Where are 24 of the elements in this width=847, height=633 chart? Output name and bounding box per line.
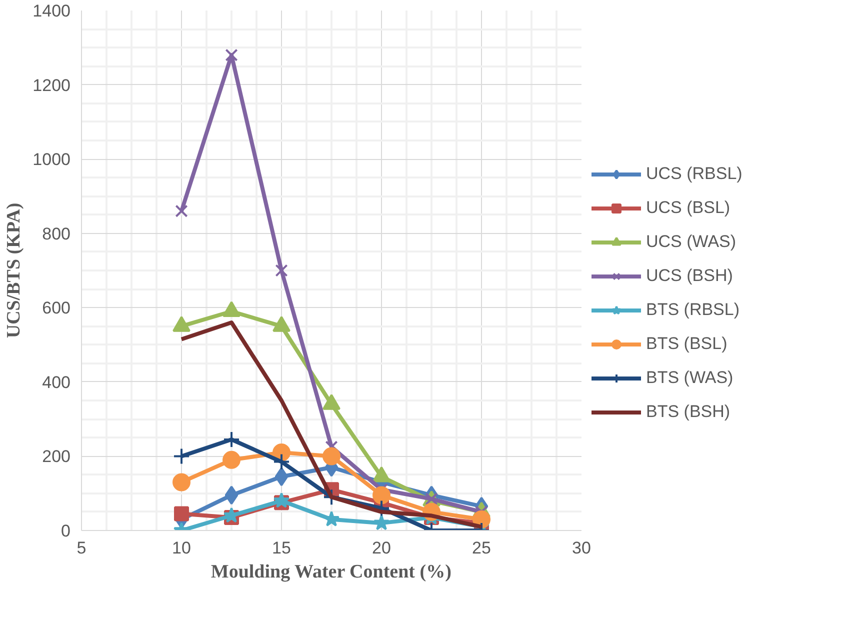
- y-tick-label: 1000: [32, 150, 71, 170]
- x-tick-label: 20: [372, 538, 391, 558]
- legend-label: UCS (WAS): [646, 232, 736, 252]
- legend-label: BTS (BSL): [646, 334, 728, 354]
- x-tick-label: 5: [76, 538, 86, 558]
- y-tick-label: 1400: [32, 2, 71, 20]
- y-axis-title: UCS/BTS (KPA): [4, 202, 25, 338]
- y-tick-label: 200: [42, 447, 71, 466]
- legend-label: BTS (WAS): [646, 368, 734, 388]
- y-tick-label: 0: [61, 522, 71, 540]
- x-tick-label: 15: [272, 538, 291, 558]
- legend-label: BTS (RBSL): [646, 300, 740, 320]
- y-tick-label: 400: [42, 372, 71, 392]
- legend-label: UCS (RBSL): [646, 164, 742, 184]
- y-tick-label: 1200: [32, 76, 71, 95]
- x-tick-label: 30: [572, 538, 591, 558]
- x-axis-title: Moulding Water Content (%): [210, 562, 452, 582]
- legend-label: BTS (BSH): [646, 402, 730, 422]
- y-tick-label: 800: [42, 224, 71, 244]
- legend-label: UCS (BSL): [646, 198, 730, 218]
- x-tick-label: 10: [172, 538, 191, 558]
- x-tick-label: 25: [472, 538, 491, 558]
- legend-label: UCS (BSH): [646, 266, 733, 286]
- y-tick-label: 600: [42, 298, 71, 318]
